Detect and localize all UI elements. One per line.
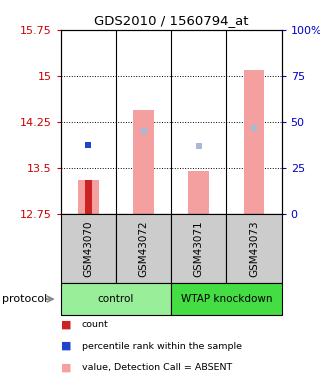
Text: count: count	[82, 320, 108, 329]
Bar	[133, 110, 154, 214]
Bar	[188, 171, 209, 214]
Text: value, Detection Call = ABSENT: value, Detection Call = ABSENT	[82, 363, 232, 372]
Text: GSM43072: GSM43072	[139, 220, 148, 277]
Text: WTAP knockdown: WTAP knockdown	[181, 294, 272, 304]
Bar	[227, 214, 282, 283]
Text: percentile rank within the sample: percentile rank within the sample	[82, 342, 242, 351]
Bar	[171, 283, 282, 315]
Text: GSM43071: GSM43071	[194, 220, 204, 277]
Bar	[85, 180, 92, 214]
Text: GSM43070: GSM43070	[84, 220, 93, 277]
Text: ■: ■	[61, 341, 71, 351]
Title: GDS2010 / 1560794_at: GDS2010 / 1560794_at	[94, 15, 248, 27]
Bar	[61, 214, 116, 283]
Text: control: control	[98, 294, 134, 304]
Text: protocol: protocol	[2, 294, 47, 304]
Bar	[78, 180, 99, 214]
Text: ■: ■	[61, 320, 71, 329]
Bar	[61, 283, 171, 315]
Text: GSM43073: GSM43073	[249, 220, 259, 277]
Bar	[244, 70, 265, 214]
Text: ■: ■	[61, 363, 71, 373]
Bar	[116, 214, 171, 283]
Bar	[171, 214, 227, 283]
